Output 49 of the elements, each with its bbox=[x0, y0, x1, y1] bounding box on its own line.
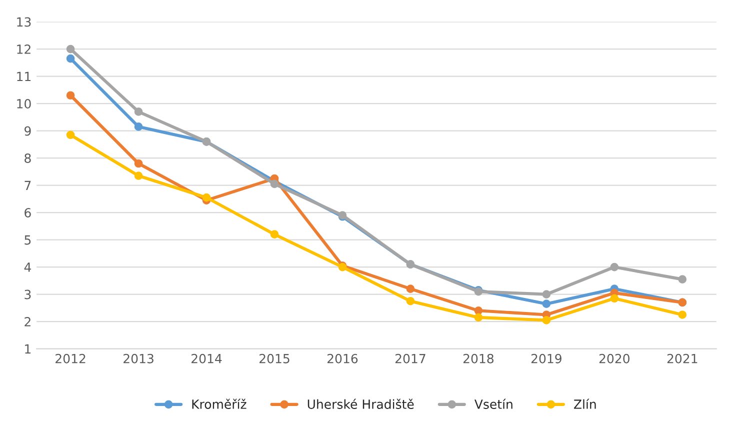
point bbox=[542, 316, 551, 324]
y-tick-label: 12 bbox=[17, 44, 30, 54]
point bbox=[134, 122, 143, 131]
legend-label: Vsetín bbox=[474, 398, 512, 409]
y-tick-label: 1 bbox=[25, 344, 31, 354]
point bbox=[542, 300, 551, 308]
y-tick-label: 3 bbox=[24, 290, 31, 300]
y-tick-label: 6 bbox=[24, 208, 31, 218]
point bbox=[270, 230, 279, 239]
x-tick-label: 2013 bbox=[124, 354, 154, 364]
x-tick-label: 2014 bbox=[192, 354, 222, 364]
point bbox=[66, 54, 75, 63]
y-tick-label: 5 bbox=[24, 235, 31, 245]
x-tick-label: 2019 bbox=[531, 354, 562, 364]
point bbox=[270, 180, 279, 188]
y-tick-label: 13 bbox=[17, 17, 31, 27]
point bbox=[66, 130, 75, 140]
y-tick-label: 7 bbox=[24, 180, 31, 190]
point bbox=[202, 193, 211, 202]
legend-label: Kroměříž bbox=[192, 398, 246, 409]
point bbox=[406, 296, 415, 306]
point bbox=[66, 91, 75, 100]
y-tick-label: 8 bbox=[24, 154, 31, 163]
x-tick-label: 2021 bbox=[667, 354, 698, 364]
y-tick-label: 11 bbox=[17, 72, 31, 82]
point bbox=[678, 310, 687, 319]
point bbox=[66, 44, 75, 54]
y-tick-label: 4 bbox=[24, 262, 31, 272]
point bbox=[542, 290, 551, 298]
point bbox=[134, 108, 143, 116]
point bbox=[610, 262, 619, 272]
x-tick-label: 2015 bbox=[260, 354, 290, 364]
x-tick-label: 2012 bbox=[56, 354, 86, 364]
x-tick-label: 2017 bbox=[395, 354, 426, 364]
y-tick-label: 2 bbox=[24, 317, 30, 326]
x-tick-label: 2018 bbox=[463, 354, 494, 364]
point bbox=[406, 284, 415, 294]
x-tick-label: 2016 bbox=[327, 354, 358, 364]
legend-label: Zlín bbox=[574, 398, 596, 409]
point bbox=[474, 313, 483, 322]
point bbox=[134, 159, 143, 168]
x-tick-label: 2020 bbox=[599, 354, 630, 364]
y-tick-label: 9 bbox=[24, 126, 31, 136]
y-tick-label: 10 bbox=[17, 99, 31, 108]
point bbox=[134, 172, 143, 180]
point bbox=[678, 275, 687, 284]
point bbox=[610, 294, 619, 303]
point bbox=[474, 306, 483, 315]
legend-label: Uherské Hradiště bbox=[308, 398, 414, 409]
